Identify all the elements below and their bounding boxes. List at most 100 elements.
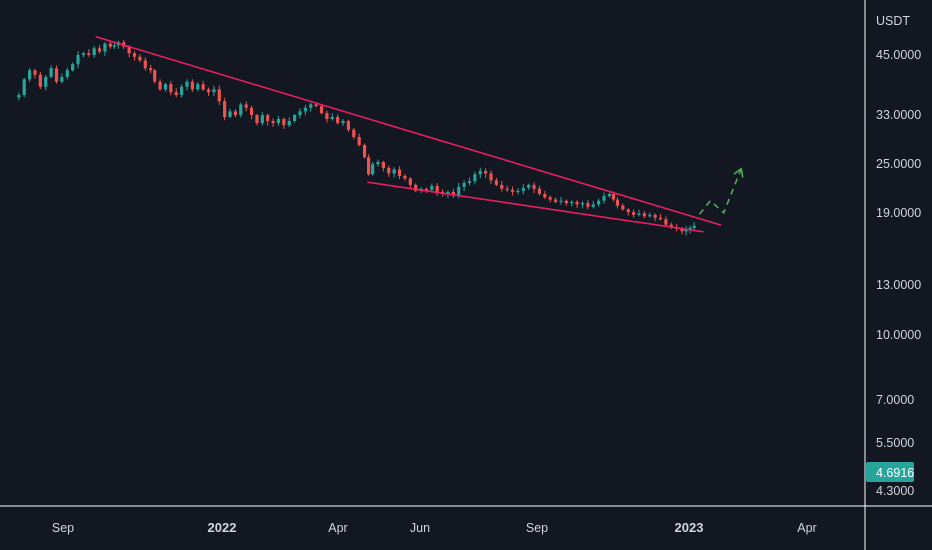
candle-down	[632, 209, 636, 218]
candle-down	[414, 183, 418, 193]
candle-down	[408, 177, 412, 189]
candle-down	[282, 117, 286, 129]
candle-up	[692, 222, 696, 231]
candle-up	[185, 79, 189, 91]
candle-up	[71, 62, 75, 72]
price-tick-label: 25.0000	[876, 157, 921, 171]
candle-down	[626, 208, 630, 216]
candle-down	[387, 165, 391, 177]
candle-down	[54, 65, 59, 84]
time-tick-label: Sep	[52, 521, 74, 535]
candle-down	[138, 54, 142, 63]
candle-up	[44, 74, 48, 91]
candle-up	[293, 113, 297, 123]
time-axis[interactable]: Sep 2022 Apr Jun Sep 2023 Apr	[52, 520, 817, 535]
candle-up	[287, 117, 291, 128]
price-tick-label: 45.0000	[876, 48, 921, 62]
price-tick-label: 10.0000	[876, 328, 921, 342]
candle-up	[371, 161, 375, 176]
candle-down	[494, 177, 498, 187]
candle-down	[500, 180, 504, 192]
candle-down	[403, 173, 407, 181]
candle-down	[190, 79, 194, 92]
candle-up	[467, 177, 472, 186]
candle-up	[648, 212, 652, 218]
candle-down	[244, 101, 248, 112]
candle-up	[478, 167, 482, 179]
candle-up	[580, 201, 585, 209]
price-tick-label: 13.0000	[876, 278, 921, 292]
candle-down	[249, 105, 254, 120]
candle-down	[132, 51, 137, 61]
candle-down	[143, 57, 147, 71]
trendline[interactable]	[367, 181, 704, 233]
candle-down	[336, 114, 340, 125]
candle-up	[65, 67, 69, 80]
candle-down	[435, 183, 439, 196]
candle-down	[505, 185, 509, 193]
time-tick-label: Apr	[797, 521, 816, 535]
candle-down	[537, 185, 542, 196]
candle-down	[346, 119, 351, 132]
candle-down	[397, 166, 402, 180]
time-tick-label: 2023	[675, 520, 704, 535]
candle-down	[586, 200, 590, 210]
price-tick-label: 4.3000	[876, 484, 914, 498]
candle-up	[22, 77, 26, 97]
candle-down	[233, 109, 238, 118]
candle-up	[103, 42, 107, 56]
candle-down	[543, 190, 547, 199]
projection-arrowhead	[733, 167, 744, 178]
candle-up	[607, 192, 612, 198]
candle-up	[303, 104, 307, 116]
candle-down	[108, 41, 112, 49]
candle-down	[38, 71, 42, 90]
candle-up	[309, 102, 313, 112]
candle-down	[451, 188, 455, 198]
time-tick-label: Jun	[410, 521, 430, 535]
candle-down	[87, 49, 91, 57]
candle-group	[17, 40, 696, 236]
price-axis[interactable]: USDT 45.0000 33.0000 25.0000 19.0000 13.…	[866, 14, 921, 498]
candle-down	[149, 64, 153, 74]
candle-down	[174, 88, 178, 98]
candle-down	[484, 168, 488, 178]
candle-up	[81, 51, 86, 58]
trendline[interactable]	[95, 35, 722, 226]
candle-up	[521, 184, 525, 195]
candle-down	[206, 87, 211, 96]
candle-up	[516, 188, 520, 195]
candle-down	[653, 213, 657, 222]
candle-down	[575, 200, 579, 208]
candle-up	[330, 113, 334, 121]
current-price-label: 4.6916	[876, 466, 914, 480]
candle-up	[298, 108, 302, 119]
candle-up	[462, 180, 466, 192]
candle-up	[473, 171, 477, 185]
time-tick-label: 2022	[208, 520, 237, 535]
candle-up	[180, 84, 184, 98]
candle-up	[684, 225, 688, 236]
candle-down	[217, 85, 221, 106]
candle-down	[510, 186, 515, 196]
candle-up	[49, 65, 53, 79]
candle-down	[169, 81, 173, 96]
candle-down	[97, 45, 102, 54]
candle-up	[228, 108, 232, 119]
candle-down	[658, 214, 663, 221]
candle-down	[319, 104, 324, 115]
candle-up	[27, 67, 32, 82]
candle-up	[112, 42, 116, 49]
candle-up	[276, 116, 281, 126]
candle-up	[392, 167, 396, 178]
candle-down	[548, 195, 552, 203]
candle-up	[92, 45, 96, 58]
drawing-group	[95, 35, 744, 233]
candle-up	[637, 209, 641, 217]
projection-path[interactable]	[698, 168, 742, 215]
time-tick-label: Apr	[328, 521, 347, 535]
candle-down	[381, 160, 385, 172]
candle-down	[325, 110, 329, 123]
